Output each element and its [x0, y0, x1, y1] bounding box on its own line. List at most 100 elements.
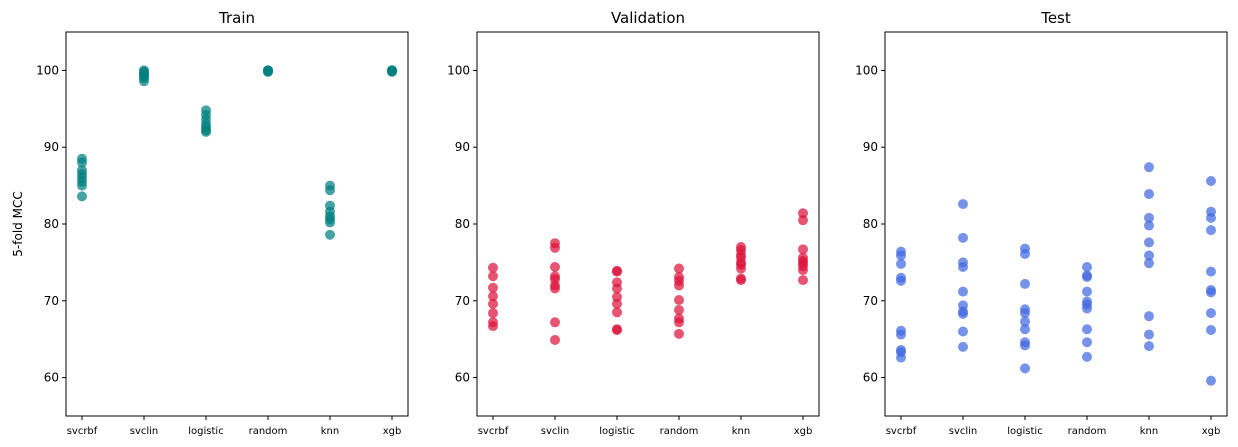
x-tick-label: logistic	[599, 426, 634, 437]
data-point	[958, 286, 968, 297]
y-tick-label: 60	[863, 371, 878, 385]
x-tick-label: logistic	[1007, 426, 1042, 437]
data-point	[1082, 303, 1092, 314]
y-tick-label: 100	[447, 63, 470, 77]
data-point	[674, 328, 684, 339]
data-point	[1206, 308, 1216, 319]
data-point	[550, 334, 560, 345]
y-tick-label: 100	[855, 63, 878, 77]
x-tick-label: random	[660, 426, 699, 437]
data-point	[1020, 340, 1030, 351]
data-point	[674, 263, 684, 274]
y-tick-label: 60	[44, 371, 59, 385]
y-tick-label: 80	[863, 217, 878, 231]
data-points	[488, 208, 808, 345]
data-point	[550, 242, 560, 253]
data-point	[1082, 351, 1092, 362]
y-tick-label: 70	[44, 294, 59, 308]
y-tick-label: 90	[863, 140, 878, 154]
data-point	[139, 76, 149, 87]
plot-frame	[65, 31, 409, 417]
y-tick-label: 70	[455, 294, 470, 308]
chart-title: Test	[1040, 9, 1071, 27]
chart-panel-validation: 60 70 80 90 100 svcrbf svclin logistic random knn…	[447, 9, 820, 437]
x-tick-label: random	[249, 426, 288, 437]
data-point	[550, 283, 560, 294]
data-point	[958, 199, 968, 210]
data-points	[77, 65, 397, 240]
data-point	[325, 185, 335, 196]
data-point	[77, 157, 87, 168]
data-point	[736, 275, 746, 286]
data-point	[958, 308, 968, 319]
x-tick-label: logistic	[188, 426, 223, 437]
data-point	[958, 326, 968, 337]
data-point	[674, 280, 684, 291]
data-point	[1082, 324, 1092, 335]
data-point	[612, 298, 622, 309]
data-point	[201, 126, 211, 137]
data-point	[1206, 324, 1216, 335]
data-point	[77, 180, 87, 191]
x-tick-label: random	[1068, 426, 1107, 437]
data-point	[1020, 316, 1030, 327]
data-point	[896, 352, 906, 363]
data-point	[612, 291, 622, 302]
x-tick-label: svclin	[949, 426, 978, 437]
data-point	[1206, 266, 1216, 277]
data-point	[387, 66, 397, 77]
data-point	[958, 232, 968, 243]
data-point	[550, 317, 560, 328]
chart-title: Train	[218, 9, 255, 27]
plot-frame	[884, 31, 1228, 417]
x-tick-label: svcrbf	[478, 426, 509, 437]
data-point	[674, 295, 684, 306]
data-point	[1020, 248, 1030, 259]
data-point	[1144, 311, 1154, 322]
data-point	[1020, 278, 1030, 289]
data-point	[798, 208, 808, 219]
chart-panel-test: 60 70 80 90 100 svcrbf svclin logistic random knn…	[855, 9, 1228, 437]
data-point	[896, 258, 906, 269]
y-tick-label: 60	[455, 371, 470, 385]
y-tick-label: 90	[455, 140, 470, 154]
data-point	[1144, 189, 1154, 200]
x-tick-label: knn	[321, 426, 339, 437]
data-point	[1144, 258, 1154, 269]
data-point	[263, 66, 273, 77]
chart-panel-train: 60 70 80 90 100 svcrbf svclin logistic random knn…	[11, 9, 409, 437]
data-point	[1206, 225, 1216, 236]
data-point	[325, 229, 335, 240]
data-point	[896, 275, 906, 286]
data-point	[1082, 337, 1092, 348]
x-tick-label: xgb	[383, 426, 402, 437]
data-point	[1144, 237, 1154, 248]
data-point	[1144, 341, 1154, 352]
data-point	[958, 341, 968, 352]
x-tick-label: xgb	[1202, 426, 1221, 437]
data-point	[488, 291, 498, 302]
data-point	[1020, 363, 1030, 374]
data-point	[1082, 262, 1092, 273]
data-point	[488, 282, 498, 293]
data-point	[612, 266, 622, 277]
data-point	[1082, 271, 1092, 282]
data-point	[1144, 220, 1154, 231]
y-tick-label: 90	[44, 140, 59, 154]
data-point	[1020, 324, 1030, 335]
data-point	[612, 324, 622, 335]
y-tick-label: 80	[44, 217, 59, 231]
data-point	[1082, 286, 1092, 297]
x-tick-label: xgb	[794, 426, 813, 437]
x-tick-label: svclin	[130, 426, 159, 437]
y-tick-label: 70	[863, 294, 878, 308]
data-point	[325, 217, 335, 228]
data-point	[77, 191, 87, 202]
y-tick-label: 100	[36, 63, 59, 77]
x-tick-label: svcrbf	[886, 426, 917, 437]
data-point	[1206, 175, 1216, 186]
x-tick-label: knn	[1140, 426, 1158, 437]
chart-title: Validation	[611, 9, 685, 27]
data-point	[550, 262, 560, 273]
